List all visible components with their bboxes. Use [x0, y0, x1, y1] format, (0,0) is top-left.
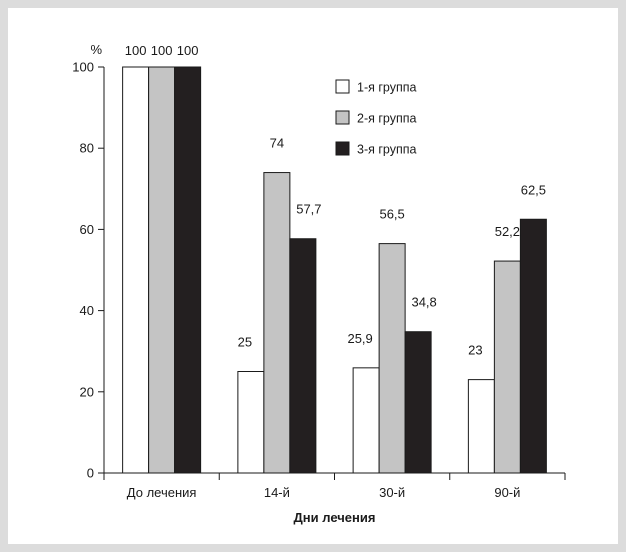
y-tick-label: 100	[72, 60, 94, 75]
bar-2	[148, 66, 176, 474]
bar-1	[237, 371, 265, 474]
x-tick-label: 30-й	[379, 485, 405, 500]
bar-value-label: 100	[125, 43, 147, 58]
bar-value-label: 23	[468, 343, 482, 358]
bar-value-label: 34,8	[411, 295, 436, 310]
x-axis-title: Дни лечения	[294, 510, 376, 525]
bar-value-label: 25	[238, 335, 252, 350]
bar-value-label: 52,2	[495, 224, 520, 239]
bar-1	[352, 367, 380, 474]
x-tick-label: 14-й	[264, 485, 290, 500]
y-tick-label: 40	[80, 303, 94, 318]
y-tick-label: 80	[80, 141, 94, 156]
x-tick-label: До лечения	[127, 485, 197, 500]
legend-swatch	[335, 110, 350, 125]
legend-label: 2-я группа	[357, 112, 417, 126]
bar-2	[263, 172, 291, 474]
legend-swatch	[335, 141, 350, 156]
bar-value-label: 56,5	[379, 207, 404, 222]
legend-label: 1-я группа	[357, 81, 417, 95]
bar-value-label: 25,9	[347, 331, 372, 346]
bar-3	[174, 66, 202, 474]
bar-2	[378, 243, 406, 474]
y-tick-label: 60	[80, 222, 94, 237]
bar-1	[467, 379, 495, 474]
y-axis-label: %	[90, 42, 102, 57]
bar-3	[289, 238, 317, 474]
bar-2	[493, 260, 521, 474]
legend-label: 3-я группа	[357, 143, 417, 157]
bar-value-label: 74	[270, 136, 284, 151]
bar-1	[122, 66, 150, 474]
bar-3	[519, 218, 547, 474]
bar-value-label: 100	[177, 43, 199, 58]
bar-3	[404, 331, 432, 474]
bar-value-label: 100	[151, 43, 173, 58]
x-tick-label: 90-й	[494, 485, 520, 500]
bar-value-label: 57,7	[296, 202, 321, 217]
bar-value-label: 62,5	[521, 182, 546, 197]
y-tick-label: 0	[87, 466, 94, 481]
y-tick-label: 20	[80, 384, 94, 399]
legend-swatch	[335, 79, 350, 94]
